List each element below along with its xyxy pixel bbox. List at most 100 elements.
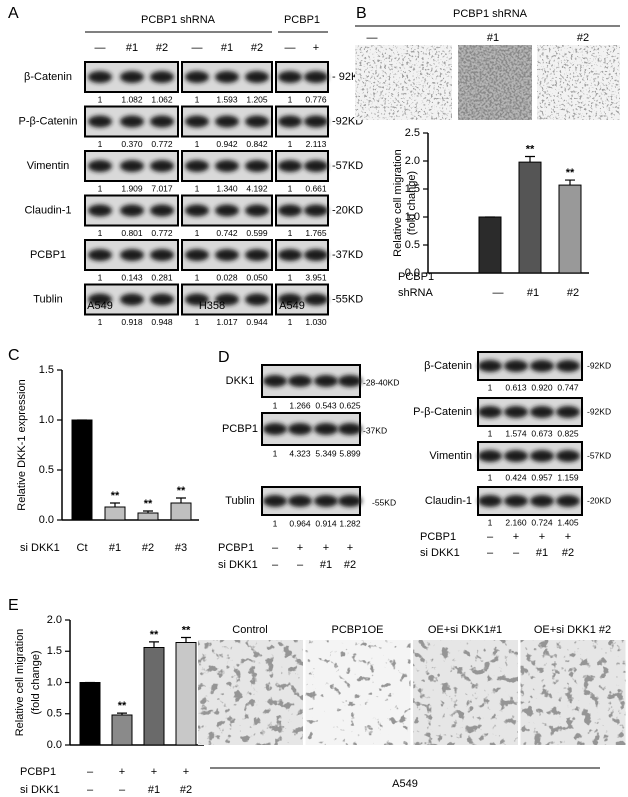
quant-value: 1: [488, 472, 493, 482]
blot-band: [556, 406, 580, 418]
y-tick-label: 1.5: [47, 645, 62, 657]
condition-value: –: [119, 784, 126, 796]
bar: [71, 419, 93, 521]
quant-value: 1: [488, 517, 493, 527]
x-tick-label: #2: [142, 542, 154, 554]
quant-value: 1.205: [246, 94, 268, 104]
condition-value: –: [272, 542, 279, 554]
blot-band: [245, 249, 269, 261]
bar: [137, 512, 159, 521]
quant-value: 1.765: [305, 228, 327, 238]
blot-band: [150, 293, 174, 306]
blot-band: [304, 204, 328, 217]
size-label: -92KD: [587, 406, 611, 416]
error-bar: [117, 712, 127, 715]
blot-band: [263, 375, 287, 387]
quant-value: 1: [98, 139, 103, 149]
cell-line: A549: [279, 300, 305, 312]
blot-band: [288, 495, 312, 507]
lane-label: —: [285, 42, 296, 54]
blot-band: [314, 375, 338, 387]
quant-value: 1: [288, 139, 293, 149]
blot-band: [120, 115, 144, 128]
lane-label: #1: [487, 32, 499, 44]
condition-value: #2: [562, 547, 574, 559]
protein-label: Vimentin: [27, 160, 70, 172]
bar: [79, 682, 101, 746]
blot-band: [314, 423, 338, 435]
quant-value: 1.159: [557, 472, 579, 482]
blot-band: [245, 160, 269, 172]
size-label: -37KD: [332, 249, 363, 261]
bar: [170, 502, 192, 521]
x-tick-label: #2: [567, 287, 579, 299]
blot-band: [478, 450, 502, 462]
image-label: OE+si DKK1#1: [428, 624, 502, 636]
quant-value: 1.405: [557, 517, 579, 527]
error-bar: [143, 510, 153, 513]
quant-value: 0.724: [531, 517, 553, 527]
blot-band: [263, 423, 287, 435]
blot-band: [304, 249, 328, 261]
significance: **: [526, 143, 535, 155]
quant-value: 4.323: [289, 448, 311, 458]
quant-value: 4.192: [246, 183, 268, 193]
quant-value: 2.113: [306, 139, 327, 149]
quant-value: 1.593: [216, 94, 238, 104]
blot-band: [278, 249, 302, 261]
quant-value: 5.899: [339, 448, 361, 458]
condition-value: –: [87, 766, 94, 778]
blot-band: [304, 115, 328, 128]
x-axis-label: si DKK1: [20, 542, 60, 554]
blot-band: [278, 115, 302, 128]
blot-band: [338, 495, 362, 507]
blot-band: [150, 115, 174, 128]
x-tick-label: #1: [527, 287, 539, 299]
blot-band: [185, 204, 209, 217]
x-axis-label: shRNA: [398, 287, 434, 299]
y-tick-label: 0.5: [39, 464, 54, 476]
bar: [143, 647, 165, 746]
condition-value: +: [539, 531, 545, 543]
quant-value: 0.957: [531, 472, 553, 482]
lane-label: —: [192, 42, 203, 54]
quant-value: 1: [195, 317, 200, 327]
quant-value: 0.613: [505, 382, 527, 392]
blot-band: [478, 495, 502, 507]
micrograph-cells: [198, 640, 303, 745]
quant-value: 0.918: [121, 317, 143, 327]
protein-label: Tublin: [225, 495, 255, 507]
quant-value: 1: [288, 317, 293, 327]
y-tick-label: 0.0: [405, 267, 420, 279]
quant-value: 0.673: [531, 428, 553, 438]
error-bar: [149, 641, 159, 648]
y-tick-label: 2.0: [47, 614, 62, 626]
lane-label: #1: [126, 42, 138, 54]
blot-band: [278, 293, 302, 306]
y-tick-label: 1.0: [39, 414, 54, 426]
blot-band: [245, 71, 269, 83]
group-header: PCBP1: [284, 14, 320, 26]
condition-value: #2: [344, 559, 356, 571]
quant-value: 0.920: [531, 382, 553, 392]
x-axis-label: PCBP1: [398, 271, 434, 283]
protein-label: PCBP1: [30, 249, 66, 261]
blot-band: [338, 375, 362, 387]
significance: **: [566, 167, 575, 179]
lane-label: #2: [577, 32, 589, 44]
error-bar: [110, 502, 120, 507]
condition-label: si DKK1: [218, 559, 258, 571]
size-label: -92KD: [587, 360, 611, 370]
x-tick-label: #3: [175, 542, 187, 554]
y-tick-label: 1.0: [47, 676, 62, 688]
quant-value: 1.340: [216, 183, 238, 193]
quant-value: 0.944: [246, 317, 268, 327]
panel-letter: D: [218, 349, 230, 366]
blot-band: [185, 249, 209, 261]
condition-value: +: [513, 531, 519, 543]
blot-band: [278, 204, 302, 217]
blot-band: [120, 71, 144, 83]
quant-value: 0.772: [151, 228, 173, 238]
condition-value: –: [297, 559, 304, 571]
micrograph-cells: [458, 45, 532, 120]
